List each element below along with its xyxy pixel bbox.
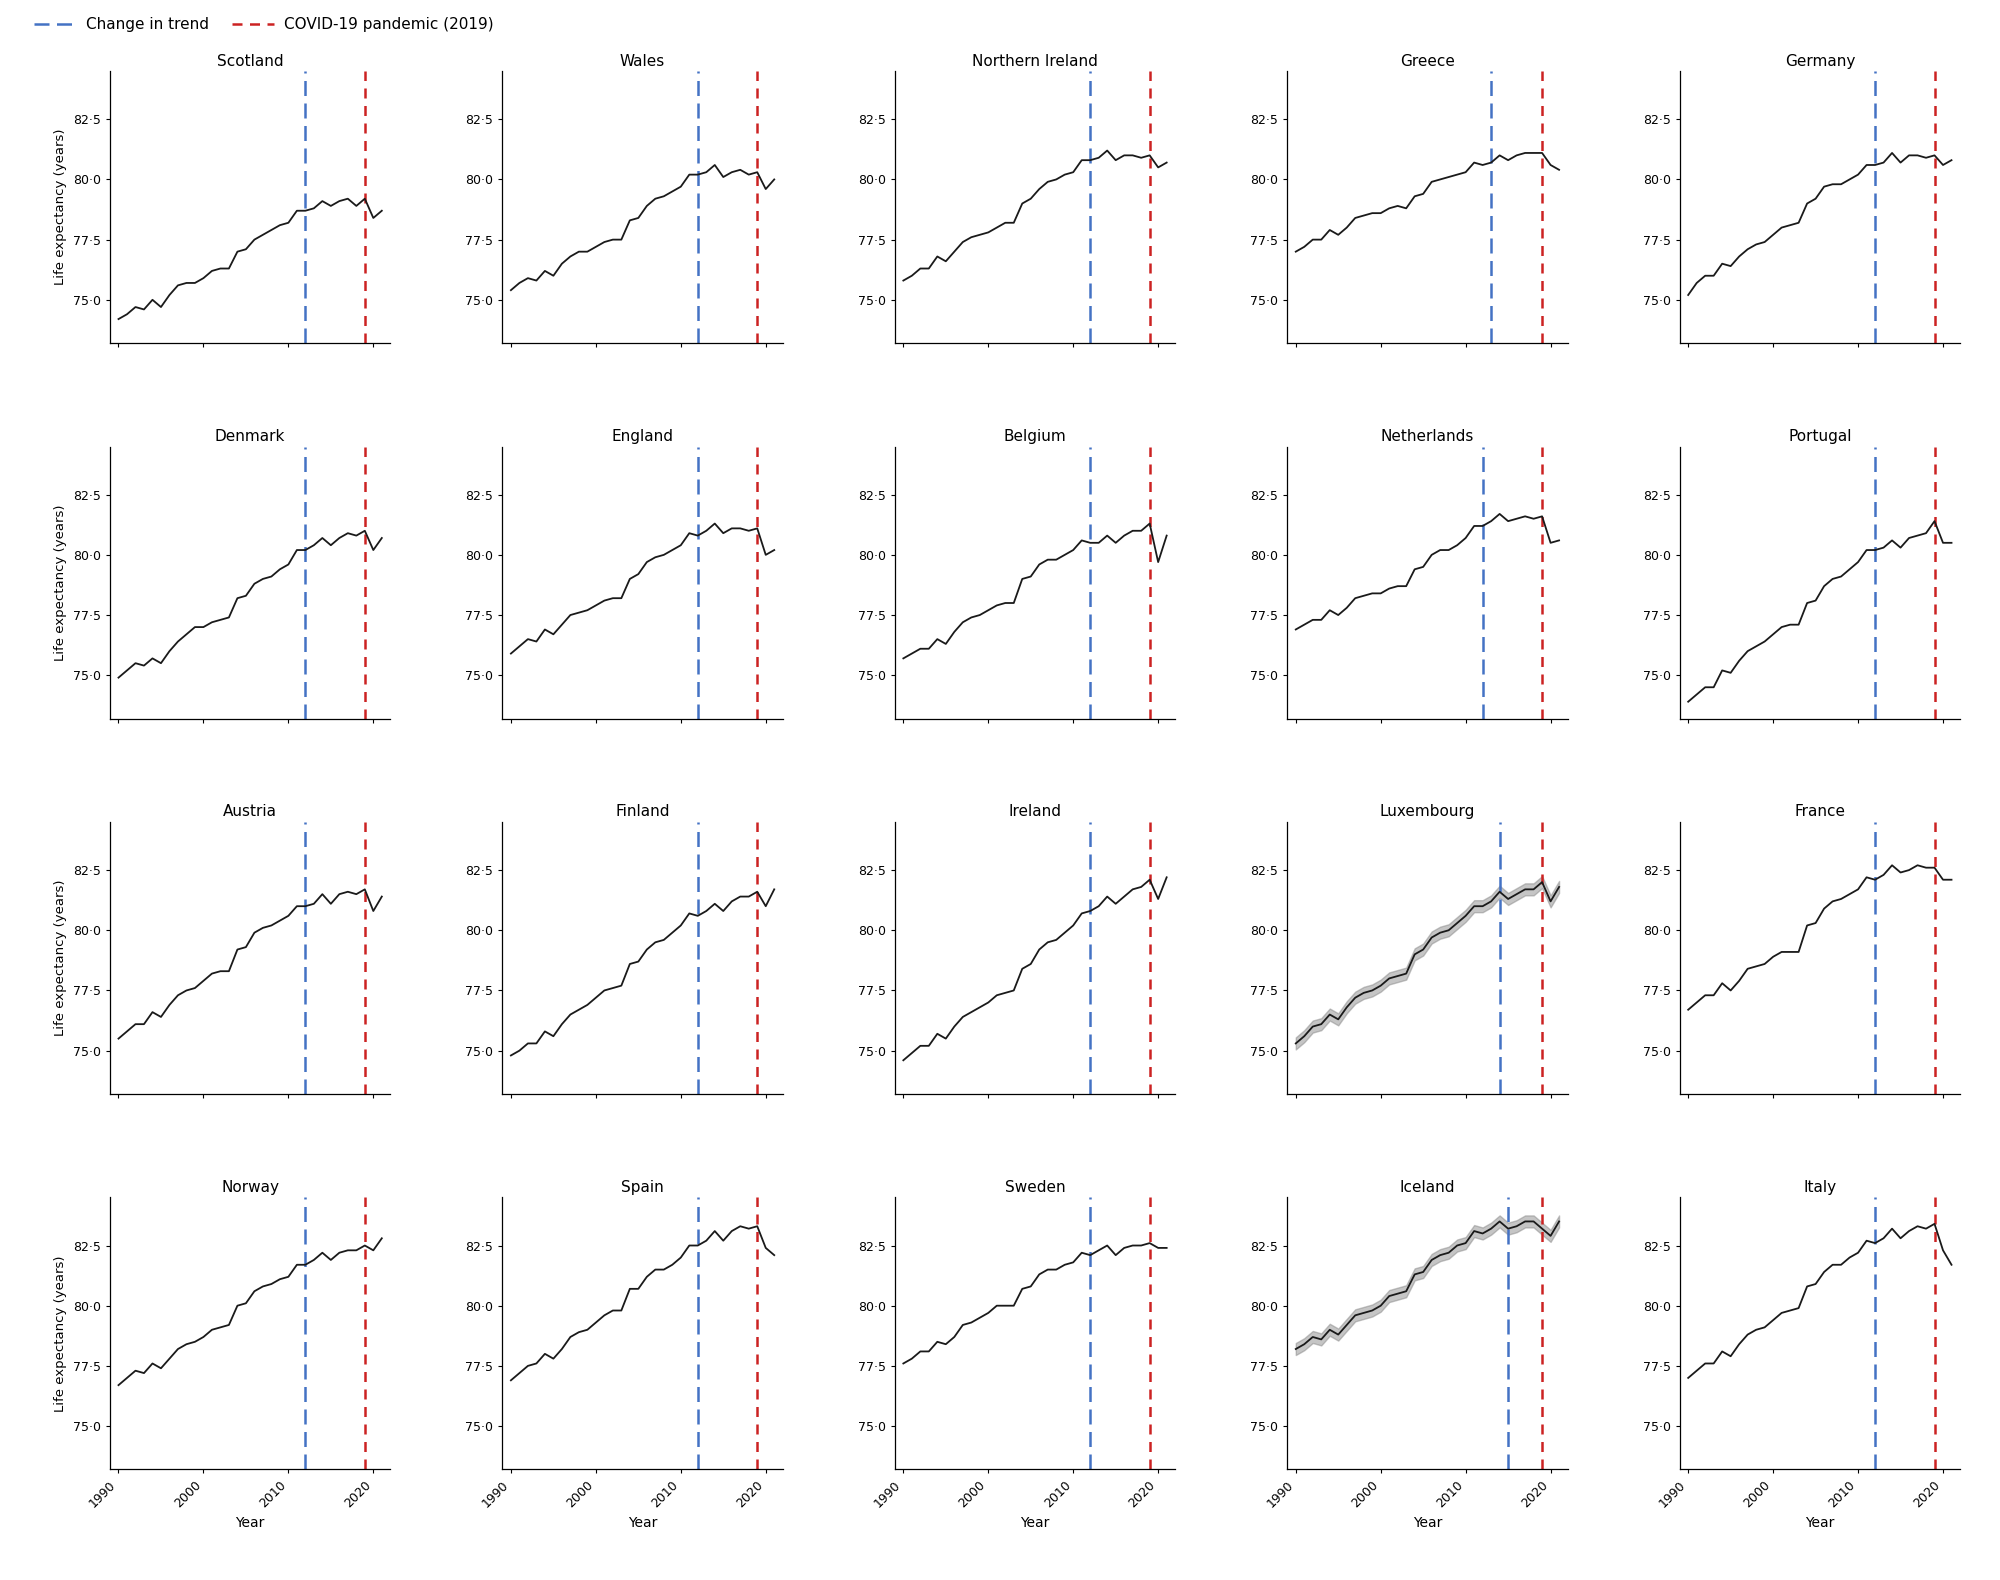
Title: Italy: Italy xyxy=(1804,1180,1836,1194)
Title: Spain: Spain xyxy=(622,1180,664,1194)
X-axis label: Year: Year xyxy=(1806,1515,1834,1529)
Title: France: France xyxy=(1794,804,1846,820)
Y-axis label: Life expectancy (years): Life expectancy (years) xyxy=(54,880,68,1036)
Title: Portugal: Portugal xyxy=(1788,428,1852,444)
Title: Sweden: Sweden xyxy=(1004,1180,1066,1194)
Title: Denmark: Denmark xyxy=(214,428,286,444)
X-axis label: Year: Year xyxy=(628,1515,658,1529)
Y-axis label: Life expectancy (years): Life expectancy (years) xyxy=(54,130,68,286)
Title: Luxembourg: Luxembourg xyxy=(1380,804,1476,820)
Title: Norway: Norway xyxy=(222,1180,280,1194)
Title: Greece: Greece xyxy=(1400,54,1454,68)
Title: Austria: Austria xyxy=(224,804,278,820)
X-axis label: Year: Year xyxy=(1020,1515,1050,1529)
Y-axis label: Life expectancy (years): Life expectancy (years) xyxy=(54,504,68,660)
Title: Netherlands: Netherlands xyxy=(1380,428,1474,444)
Title: Belgium: Belgium xyxy=(1004,428,1066,444)
X-axis label: Year: Year xyxy=(236,1515,264,1529)
Title: Northern Ireland: Northern Ireland xyxy=(972,54,1098,68)
Title: England: England xyxy=(612,428,674,444)
Title: Ireland: Ireland xyxy=(1008,804,1062,820)
Title: Scotland: Scotland xyxy=(216,54,284,68)
Y-axis label: Life expectancy (years): Life expectancy (years) xyxy=(54,1255,68,1411)
Title: Iceland: Iceland xyxy=(1400,1180,1456,1194)
Legend: Change in trend, COVID-19 pandemic (2019): Change in trend, COVID-19 pandemic (2019… xyxy=(28,11,500,38)
Title: Finland: Finland xyxy=(616,804,670,820)
Title: Germany: Germany xyxy=(1784,54,1856,68)
X-axis label: Year: Year xyxy=(1412,1515,1442,1529)
Title: Wales: Wales xyxy=(620,54,666,68)
